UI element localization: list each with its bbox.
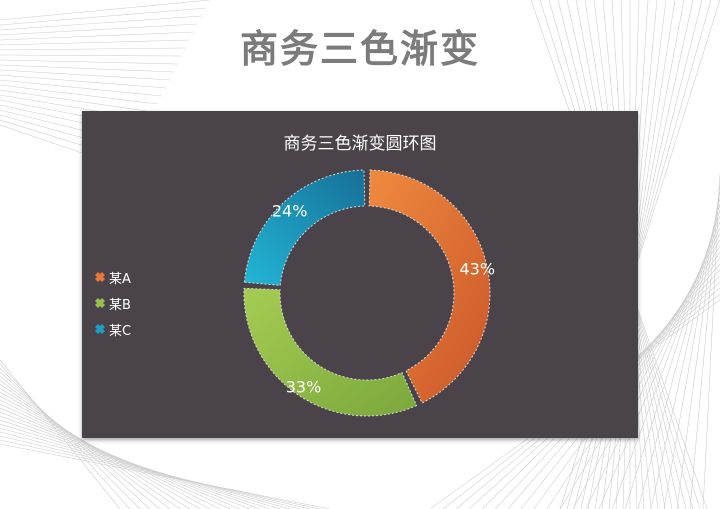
background-line	[0, 439, 321, 509]
background-line	[0, 379, 171, 509]
background-line	[0, 367, 141, 509]
background-line	[689, 179, 720, 509]
chart-panel: 商务三色渐变圆环图 43% 33% 24% 某A 某B 某C	[82, 111, 638, 438]
background-line	[0, 419, 271, 509]
legend-item-1[interactable]: 某B	[94, 290, 131, 316]
background-line	[0, 383, 181, 509]
background-line	[0, 23, 199, 36]
background-line	[611, 215, 720, 509]
background-line	[676, 185, 720, 509]
background-line	[0, 54, 183, 57]
legend-item-0[interactable]: 某A	[94, 264, 131, 290]
background-line	[0, 435, 311, 509]
legend-marker-icon	[95, 324, 105, 334]
background-line	[0, 359, 121, 509]
legend-label: 某C	[109, 323, 132, 339]
donut-chart: 43% 33% 24%	[243, 169, 495, 417]
background-line	[0, 59, 179, 65]
background-line	[0, 427, 291, 509]
legend-label: 某B	[109, 297, 131, 313]
background-line	[0, 387, 191, 509]
background-line	[0, 47, 187, 51]
background-line	[0, 79, 163, 97]
background-line	[0, 31, 195, 41]
background-line	[0, 423, 281, 509]
background-line	[650, 197, 720, 509]
legend-item-2[interactable]: 某C	[94, 316, 131, 342]
background-line	[0, 39, 191, 46]
background-line	[0, 431, 301, 509]
background-line	[663, 191, 720, 509]
donut-slice-0[interactable]	[368, 169, 491, 404]
background-line	[0, 415, 261, 509]
background-line	[637, 203, 720, 509]
data-label-0: 43%	[459, 259, 495, 278]
background-line	[598, 221, 720, 509]
background-line	[0, 15, 203, 31]
legend-label: 某A	[109, 271, 131, 287]
background-line	[0, 89, 155, 113]
data-label-1: 33%	[286, 377, 322, 396]
background-line	[0, 7, 207, 26]
background-line	[0, 0, 211, 21]
background-line	[0, 64, 175, 73]
background-line	[0, 443, 331, 509]
background-line	[0, 375, 161, 509]
background-line	[0, 69, 171, 81]
background-line	[0, 84, 159, 105]
chart-title: 商务三色渐变圆环图	[283, 134, 437, 154]
legend: 某A 某B 某C	[94, 264, 131, 342]
data-label-2: 24%	[272, 202, 308, 221]
legend-marker-icon	[95, 272, 105, 282]
legend-marker-icon	[95, 298, 105, 308]
background-line	[0, 363, 131, 509]
background-line	[0, 74, 167, 89]
background-line	[0, 371, 151, 509]
donut-slice-2[interactable]	[243, 169, 366, 286]
background-line	[702, 173, 720, 509]
background-line	[624, 209, 720, 509]
donut-slice-1[interactable]	[243, 287, 418, 417]
page-title: 商务三色渐变	[239, 27, 480, 71]
